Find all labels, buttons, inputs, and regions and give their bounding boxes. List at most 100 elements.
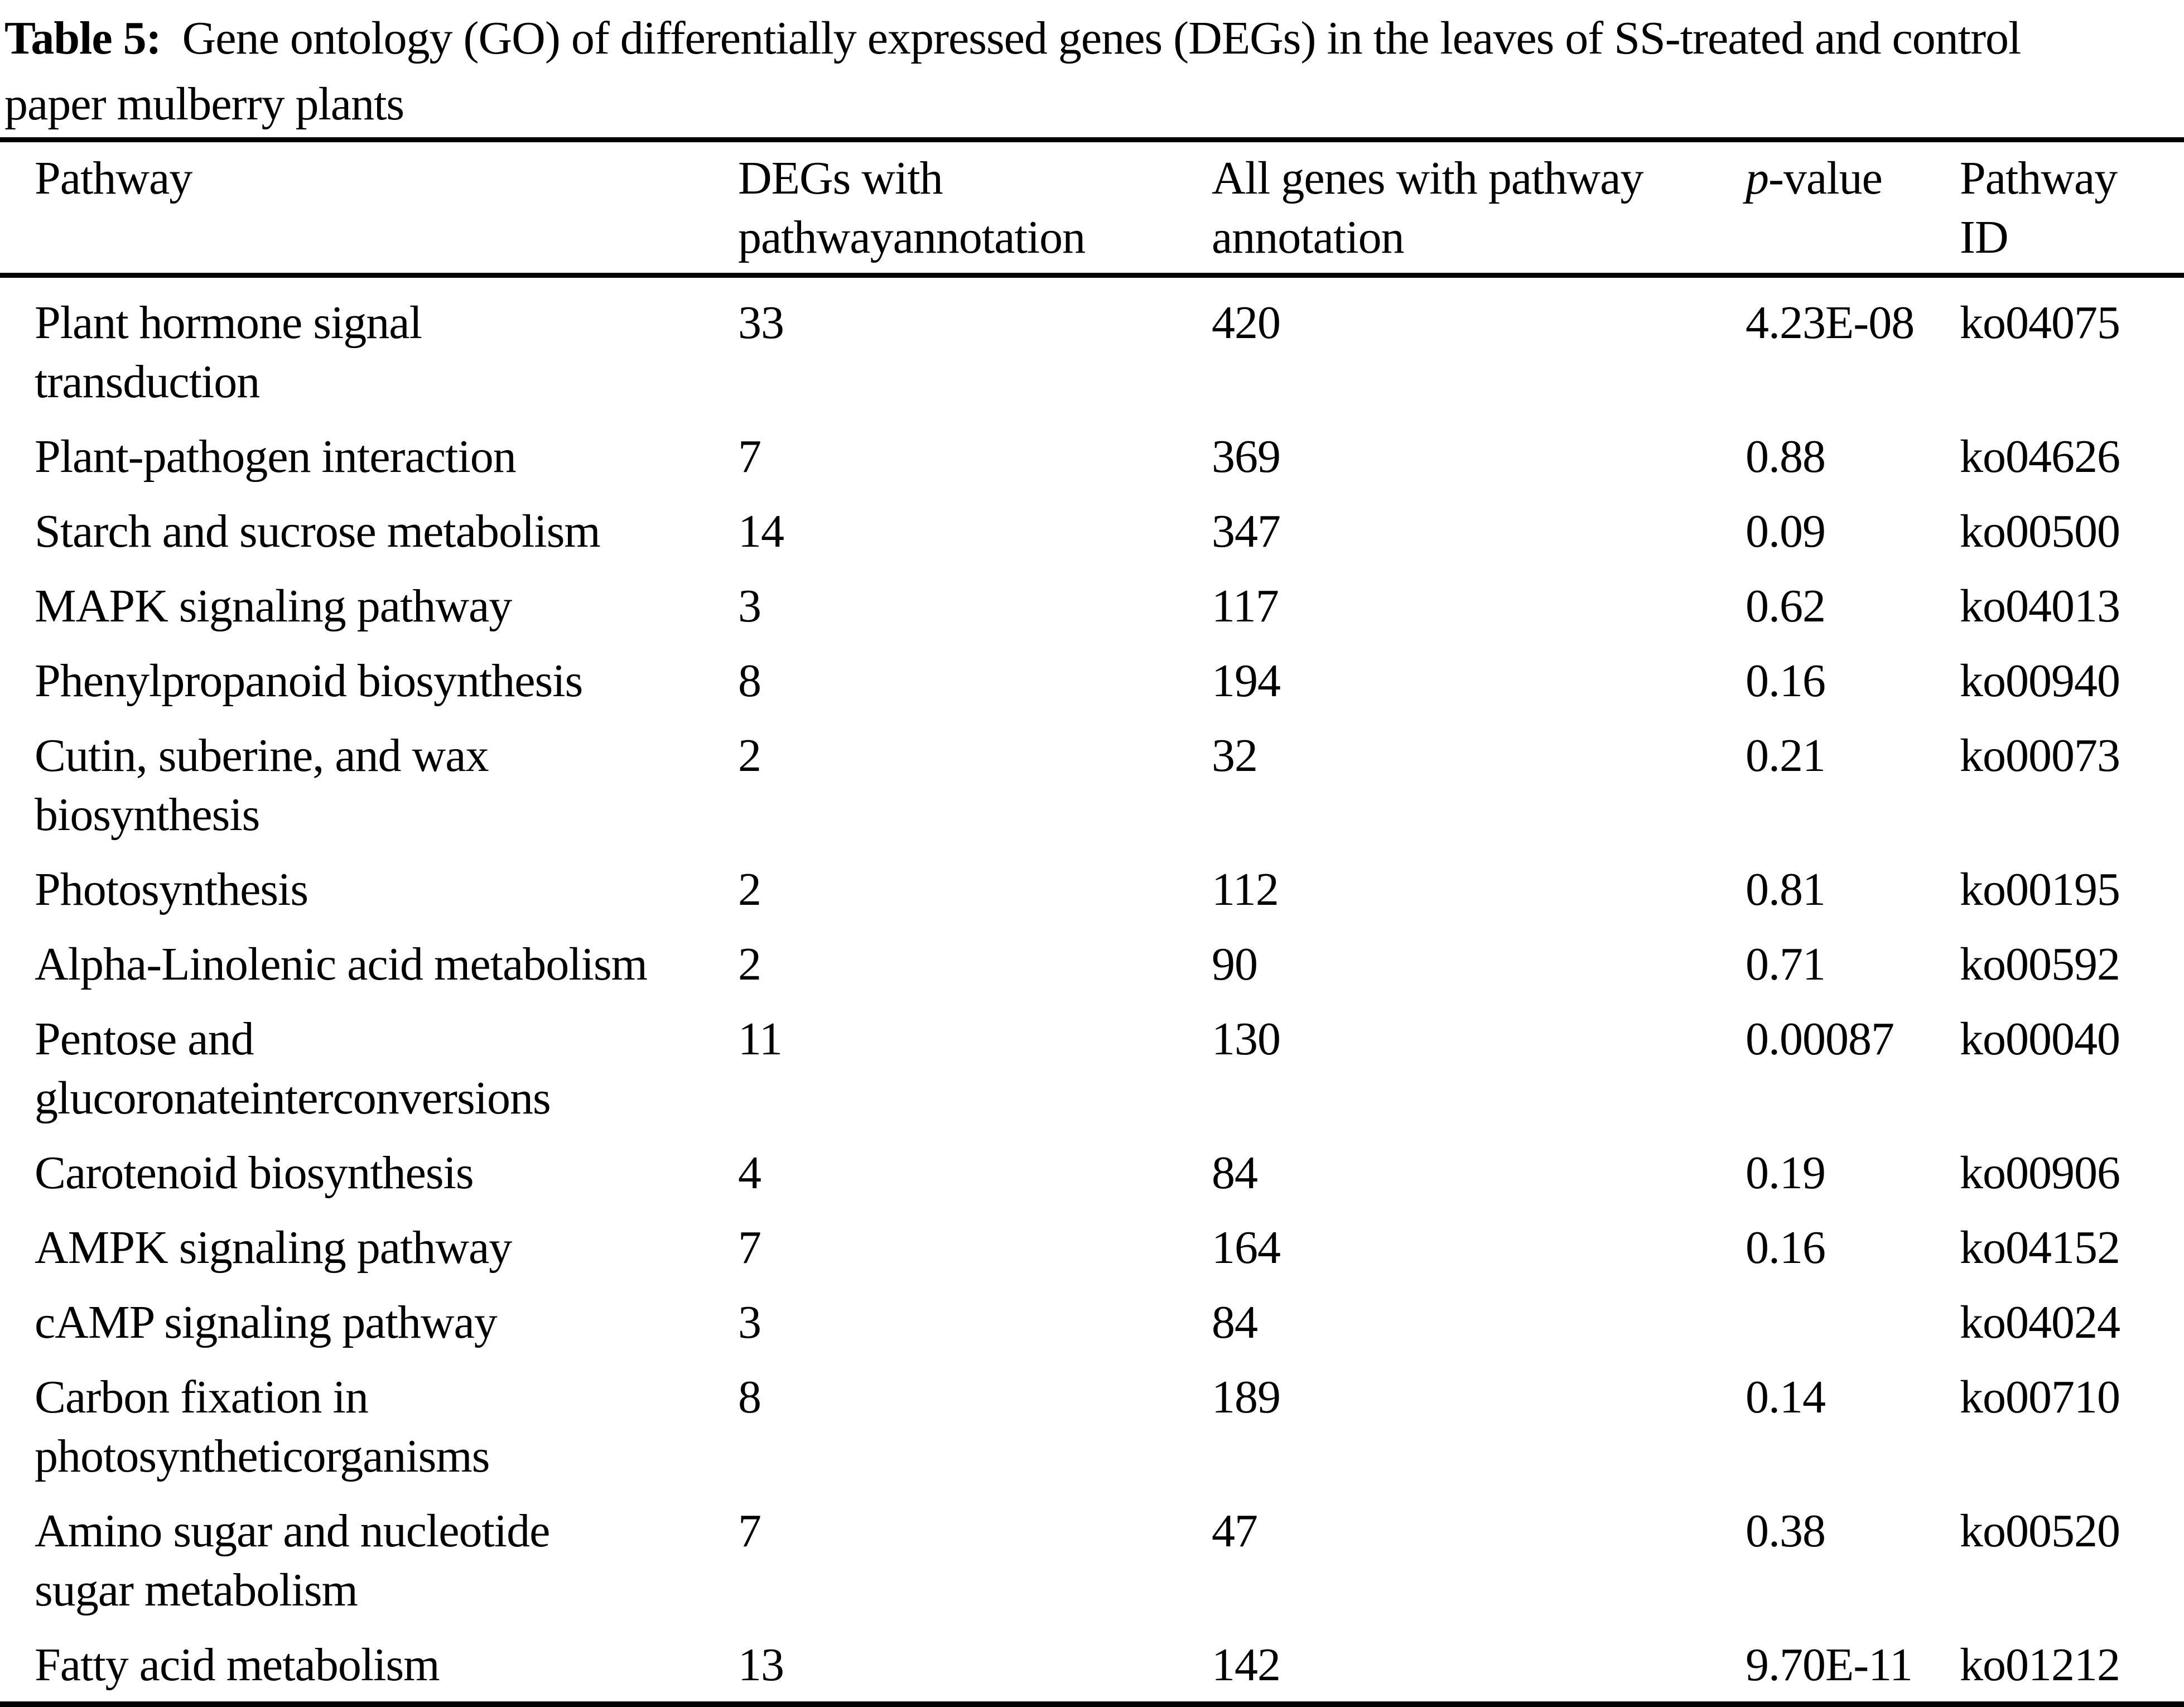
pathway-cell: Plant-pathogen interaction [0,412,738,486]
all-genes-count-cell: 47 [1212,1505,1258,1557]
pathway-cell: Photosynthesis [0,845,738,919]
table-header: Pathway DEGs with pathwayannotation All g… [0,140,2184,276]
text-line: Fatty acid metabolism [35,1639,440,1691]
table-row: cAMP signaling pathway 3 84 ko04024 [0,1277,2184,1352]
text-line: Carbon fixation in [35,1371,369,1423]
text-line: photosyntheticorganisms [35,1430,490,1482]
degs-count-cell: 33 [738,297,784,349]
text-line: pathwayannotation [738,211,1086,263]
table-row: Starch and sucrose metabolism 14 347 0.0… [0,486,2184,561]
p-value-cell: 0.16 [1746,655,1826,707]
table-row: Carbon fixation in photosyntheticorganism… [0,1352,2184,1486]
pathway-id-cell: ko01212 [1960,1639,2120,1691]
degs-count-cell: 8 [738,655,761,707]
p-value-cell: 0.62 [1746,580,1826,632]
all-genes-count-cell: 194 [1212,655,1281,707]
pathway-id-cell: ko00592 [1960,938,2120,990]
column-header-pathway-id: Pathway ID [1960,140,2184,276]
all-genes-count-cell: 369 [1212,431,1281,483]
text-line: Pentose and [35,1013,254,1065]
degs-count-cell: 8 [738,1371,761,1423]
text-line: All genes with pathway [1212,152,1644,204]
table-row: Photosynthesis 2 112 0.81 ko00195 [0,845,2184,919]
table-row: Amino sugar and nucleotide sugar metaboli… [0,1486,2184,1620]
all-genes-count-cell: 347 [1212,505,1281,557]
all-genes-count-cell: 112 [1212,864,1279,915]
table-row: Alpha-Linolenic acid metabolism 2 90 0.7… [0,919,2184,994]
all-genes-count-cell: 189 [1212,1371,1281,1423]
degs-count-cell: 7 [738,431,761,483]
pathway-id-cell: ko04152 [1960,1222,2120,1274]
pathway-cell: Starch and sucrose metabolism [0,486,738,561]
table-caption-line1: Table 5: Gene ontology (GO) of differenti… [4,6,2180,71]
pathway-id-cell: ko04013 [1960,580,2120,632]
text-line: MAPK signaling pathway [35,580,512,632]
text-line: Photosynthesis [35,864,308,915]
column-header-all-genes: All genes with pathway annotation [1212,140,1746,276]
pathway-cell: cAMP signaling pathway [0,1277,738,1352]
pathway-cell: Pentose and glucoronateinterconversions [0,994,738,1128]
p-value-cell: 0.71 [1746,938,1826,990]
text-line: glucoronateinterconversions [35,1072,551,1124]
p-value-cell: 0.09 [1746,505,1826,557]
degs-count-cell: 13 [738,1639,784,1691]
text-line: Plant-pathogen interaction [35,431,517,483]
table-caption-text: Gene ontology (GO) of differentially exp… [182,12,2022,64]
table-row: MAPK signaling pathway 3 117 0.62 ko0401… [0,561,2184,636]
text-line: ID [1960,211,2009,263]
table-body: Plant hormone signal transduction 33 420 … [0,276,2184,1705]
p-value-cell: 0.88 [1746,431,1826,483]
p-value-cell: 0.81 [1746,864,1826,915]
degs-count-cell: 11 [738,1013,783,1065]
pathway-cell: Phenylpropanoid biosynthesis [0,636,738,711]
column-header-p-value: p-value [1746,140,1960,276]
p-value-cell: 9.70E-11 [1746,1639,1913,1691]
text-line: Pathway [1960,152,2118,204]
text-line: biosynthesis [35,789,260,841]
text-line: cAMP signaling pathway [35,1296,498,1348]
table-row: Cutin, suberine, and wax biosynthesis 2 3… [0,711,2184,845]
pathway-cell: Alpha-Linolenic acid metabolism [0,919,738,994]
text-line: Starch and sucrose metabolism [35,505,601,557]
go-table: Pathway DEGs with pathwayannotation All g… [0,137,2184,1707]
column-header-pathway: Pathway [35,152,192,204]
all-genes-count-cell: 84 [1212,1296,1258,1348]
all-genes-count-cell: 142 [1212,1639,1281,1691]
degs-count-cell: 3 [738,580,761,632]
table-row: Plant hormone signal transduction 33 420 … [0,276,2184,412]
p-value-rest: -value [1768,152,1883,204]
text-line: annotation [1212,211,1405,263]
degs-count-cell: 7 [738,1505,761,1557]
pathway-cell: Fatty acid metabolism [0,1620,738,1704]
column-header-degs: DEGs with pathwayannotation [738,140,1212,276]
degs-count-cell: 2 [738,938,761,990]
text-line: sugar metabolism [35,1564,358,1616]
table-caption: Table 5: Gene ontology (GO) of differenti… [0,0,2184,137]
pathway-cell: MAPK signaling pathway [0,561,738,636]
text-line: Phenylpropanoid biosynthesis [35,655,583,707]
table-row: Pentose and glucoronateinterconversions 1… [0,994,2184,1128]
pathway-id-cell: ko04075 [1960,297,2120,349]
pathway-id-cell: ko00195 [1960,864,2120,915]
pathway-id-cell: ko00040 [1960,1013,2120,1065]
pathway-id-cell: ko00906 [1960,1147,2120,1199]
text-line: Plant hormone signal [35,297,422,349]
all-genes-count-cell: 32 [1212,730,1258,782]
p-value-cell: 0.21 [1746,730,1826,782]
all-genes-count-cell: 130 [1212,1013,1281,1065]
pathway-cell: Amino sugar and nucleotide sugar metaboli… [0,1486,738,1620]
degs-count-cell: 3 [738,1296,761,1348]
pathway-id-cell: ko04024 [1960,1296,2120,1348]
p-value-cell: 4.23E-08 [1746,297,1915,349]
degs-count-cell: 14 [738,505,784,557]
all-genes-count-cell: 90 [1212,938,1258,990]
table-row: Carotenoid biosynthesis 4 84 0.19 ko0090… [0,1128,2184,1203]
table-row: Plant-pathogen interaction 7 369 0.88 ko… [0,412,2184,486]
p-value-cell: 0.19 [1746,1147,1826,1199]
all-genes-count-cell: 117 [1212,580,1279,632]
table-row: Fatty acid metabolism 13 142 9.70E-11 ko… [0,1620,2184,1704]
degs-count-cell: 2 [738,730,761,782]
text-line: DEGs with [738,152,943,204]
pathway-cell: Carbon fixation in photosyntheticorganism… [0,1352,738,1486]
